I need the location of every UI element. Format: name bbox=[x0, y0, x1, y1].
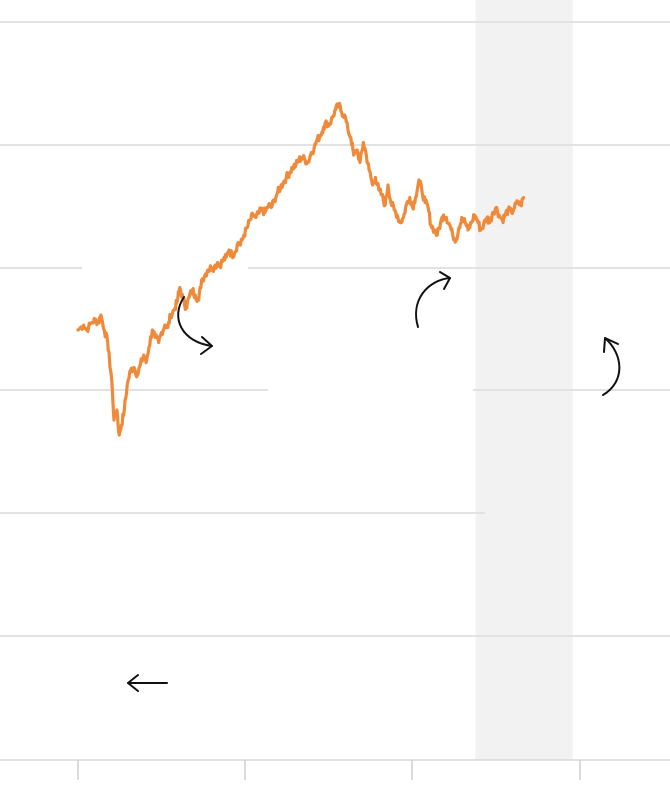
arrow-left-annotation bbox=[127, 674, 168, 692]
curved-arrow-down-right-head bbox=[200, 336, 213, 355]
x-axis-ticks bbox=[77, 760, 581, 780]
curved-arrow-down-right-shaft bbox=[177, 296, 213, 347]
annotations bbox=[127, 271, 621, 692]
curved-arrow-up-left-shaft bbox=[602, 337, 621, 396]
shaded-period bbox=[475, 0, 573, 760]
curved-arrow-up-right-annotation bbox=[415, 271, 451, 328]
series-line bbox=[76, 101, 526, 437]
curved-arrow-up-left-annotation bbox=[602, 337, 621, 396]
curved-arrow-up-left-head bbox=[603, 337, 619, 353]
curved-arrow-up-right-shaft bbox=[415, 277, 451, 328]
arrow-left-head bbox=[127, 674, 139, 692]
gridlines bbox=[0, 21, 670, 637]
curved-arrow-down-right-annotation bbox=[177, 296, 213, 355]
curved-arrow-up-right-head bbox=[439, 271, 451, 290]
